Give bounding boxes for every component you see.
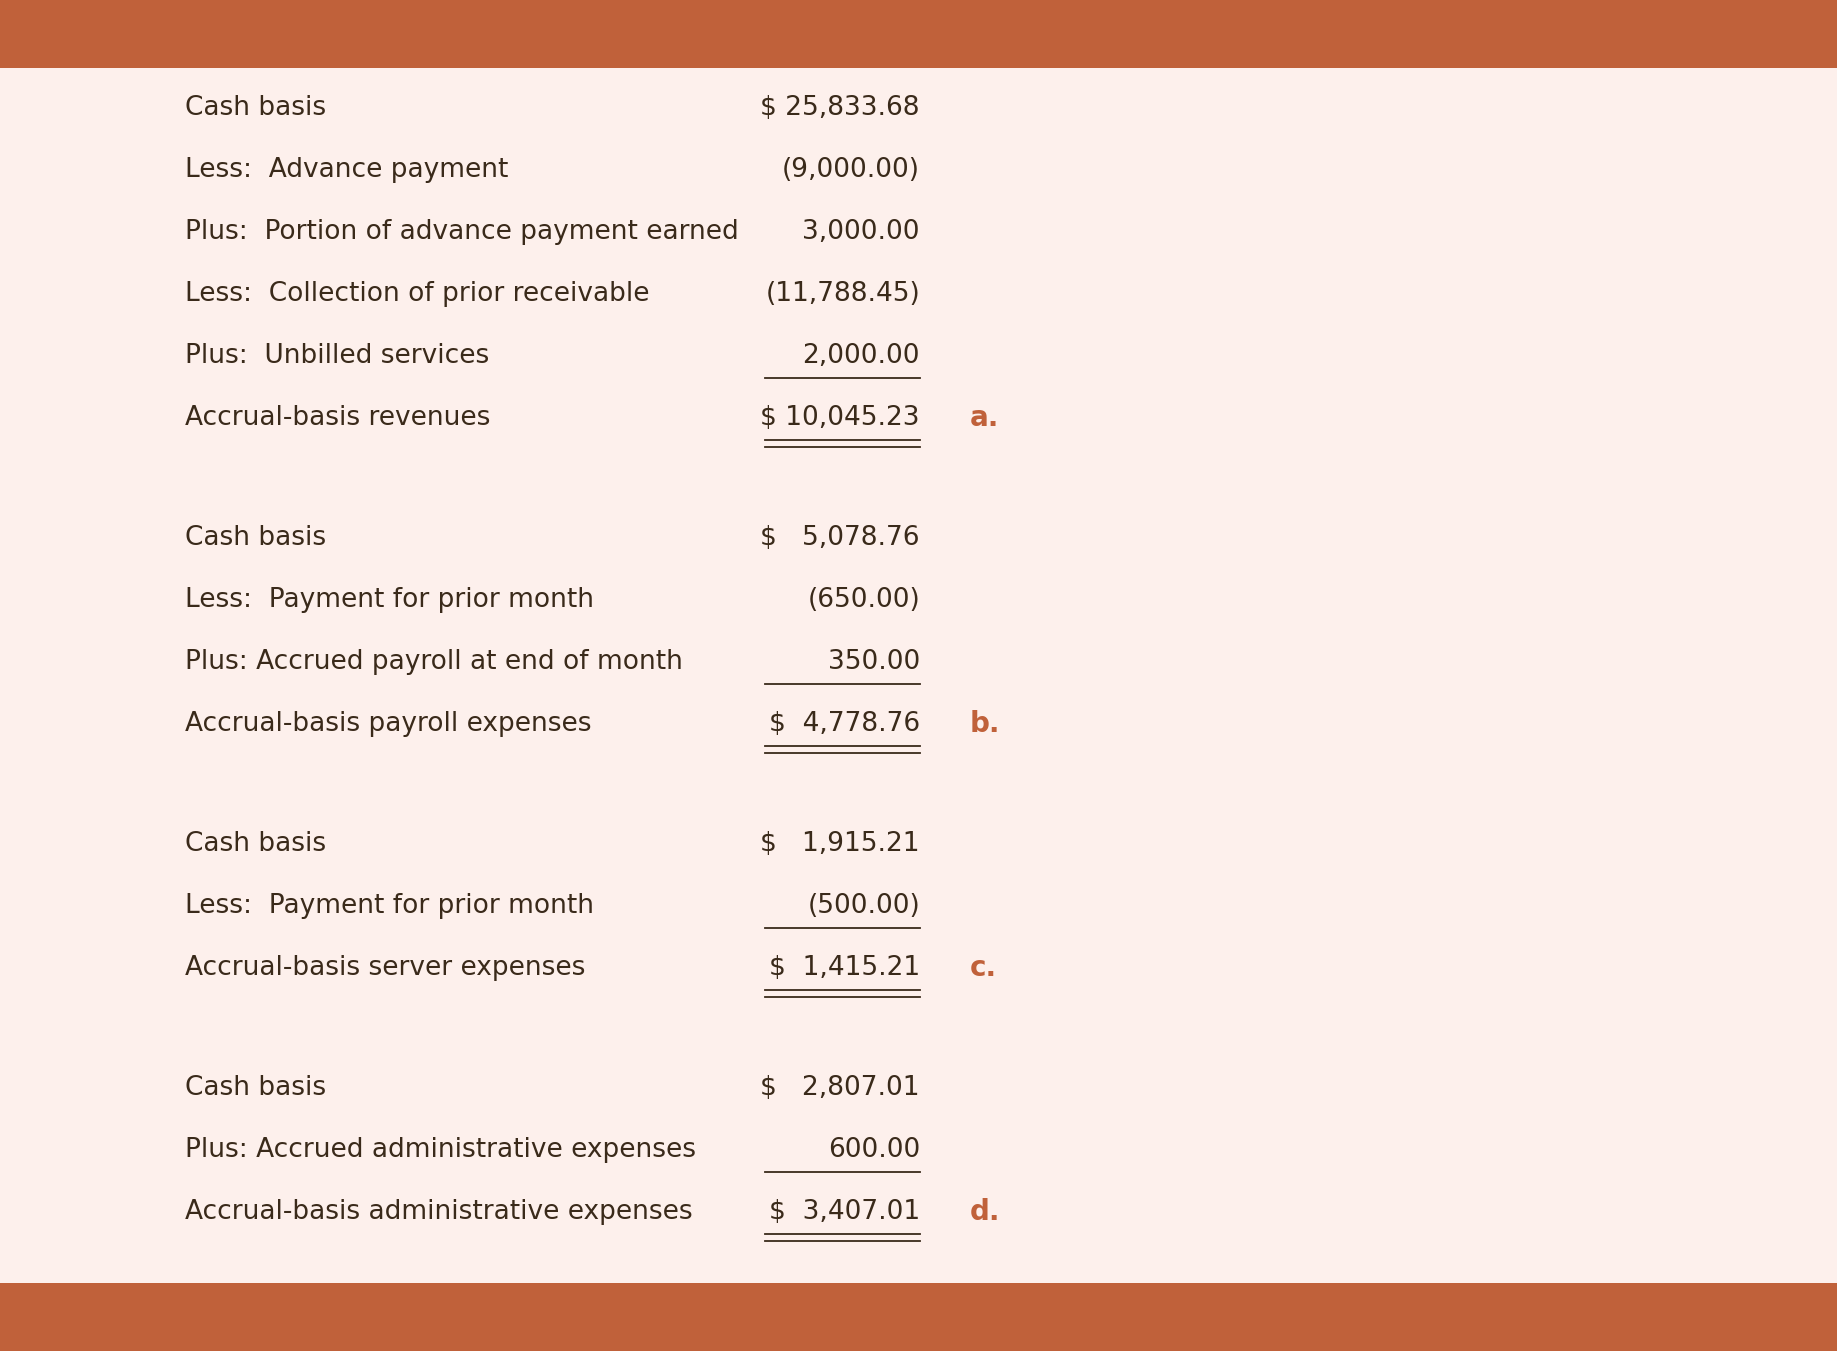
Bar (0, 0, 1837, 68)
Text: d.: d. (970, 1198, 1001, 1225)
Text: Accrual-basis administrative expenses: Accrual-basis administrative expenses (186, 1198, 693, 1225)
Text: Less:  Payment for prior month: Less: Payment for prior month (186, 893, 593, 919)
Bar (0, 1283, 1837, 1351)
Text: $   1,915.21: $ 1,915.21 (761, 831, 920, 857)
Text: $ 25,833.68: $ 25,833.68 (761, 95, 920, 122)
Text: 3,000.00: 3,000.00 (803, 219, 920, 245)
Text: Less:  Advance payment: Less: Advance payment (186, 157, 509, 182)
Text: Less:  Collection of prior receivable: Less: Collection of prior receivable (186, 281, 650, 307)
Text: (9,000.00): (9,000.00) (783, 157, 920, 182)
Text: 600.00: 600.00 (828, 1138, 920, 1163)
Text: Less:  Payment for prior month: Less: Payment for prior month (186, 586, 593, 613)
Text: Cash basis: Cash basis (186, 95, 327, 122)
Text: (11,788.45): (11,788.45) (766, 281, 920, 307)
Text: Cash basis: Cash basis (186, 831, 327, 857)
Text: Plus:  Portion of advance payment earned: Plus: Portion of advance payment earned (186, 219, 738, 245)
Text: $  3,407.01: $ 3,407.01 (770, 1198, 920, 1225)
Text: Cash basis: Cash basis (186, 1075, 327, 1101)
Text: (650.00): (650.00) (806, 586, 920, 613)
Text: (500.00): (500.00) (806, 893, 920, 919)
Text: 2,000.00: 2,000.00 (803, 343, 920, 369)
Text: Cash basis: Cash basis (186, 526, 327, 551)
Text: $   2,807.01: $ 2,807.01 (761, 1075, 920, 1101)
Text: 350.00: 350.00 (828, 648, 920, 676)
Text: b.: b. (970, 711, 1001, 738)
Text: Plus:  Unbilled services: Plus: Unbilled services (186, 343, 489, 369)
Text: a.: a. (970, 404, 999, 432)
Text: $ 10,045.23: $ 10,045.23 (761, 405, 920, 431)
Text: $  4,778.76: $ 4,778.76 (770, 711, 920, 738)
Text: Accrual-basis server expenses: Accrual-basis server expenses (186, 955, 586, 981)
Text: Accrual-basis payroll expenses: Accrual-basis payroll expenses (186, 711, 592, 738)
Text: $  1,415.21: $ 1,415.21 (770, 955, 920, 981)
Text: c.: c. (970, 954, 997, 982)
Text: Plus: Accrued payroll at end of month: Plus: Accrued payroll at end of month (186, 648, 683, 676)
Text: Plus: Accrued administrative expenses: Plus: Accrued administrative expenses (186, 1138, 696, 1163)
Text: Accrual-basis revenues: Accrual-basis revenues (186, 405, 490, 431)
Text: $   5,078.76: $ 5,078.76 (761, 526, 920, 551)
